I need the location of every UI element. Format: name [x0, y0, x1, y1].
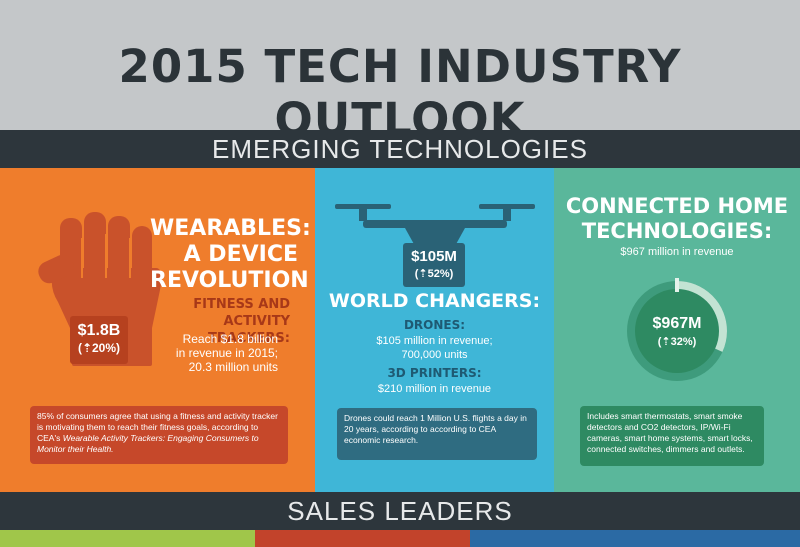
wearables-note-italic: Wearable Activity Trackers: Engaging Con…	[37, 433, 259, 454]
title-band: 2015 TECH INDUSTRY OUTLOOK	[0, 0, 800, 146]
connected-home-donut-label: $967M (⇡32%)	[612, 315, 742, 348]
drones-heading: DRONES:	[403, 318, 466, 332]
panel-connected-home: CONNECTED HOME TECHNOLOGIES: $967 millio…	[554, 168, 800, 492]
wearables-badge-change: (⇡20%)	[77, 341, 121, 355]
wearables-note-text: 85% of consumers agree that using a fitn…	[37, 411, 278, 443]
wearables-badge-value: $1.8B	[77, 322, 121, 339]
wearables-body-line1: Reach $1.8 billion	[182, 332, 278, 346]
page-title: 2015 TECH INDUSTRY OUTLOOK	[118, 40, 682, 146]
wearables-title: WEARABLES: A DEVICE REVOLUTION	[150, 216, 311, 294]
bottom-strip-blue	[470, 530, 800, 547]
connected-home-revenue: $967 million in revenue	[620, 246, 734, 258]
printers-line1: $210 million in revenue	[377, 383, 492, 395]
wearables-body-line3: 20.3 million units	[188, 360, 278, 374]
wearables-sub-line2: ACTIVITY TRACKERS:	[207, 314, 290, 346]
connected-home-title-line1: CONNECTED HOME	[565, 194, 789, 218]
wearables-note: 85% of consumers agree that using a fitn…	[30, 406, 288, 464]
panel-wearables: $1.8B (⇡20%) WEARABLES: A DEVICE REVOLUT…	[0, 168, 315, 492]
drones-line1: $105 million in revenue;	[376, 335, 493, 347]
connected-home-donut-change: (⇡32%)	[657, 336, 697, 348]
wearables-title-line2: A DEVICE	[183, 242, 298, 267]
panel-world-changers: $105M (⇡52%) WORLD CHANGERS: DRONES: $10…	[315, 168, 554, 492]
section-bar-emerging: EMERGING TECHNOLOGIES	[0, 130, 800, 168]
connected-home-title-line2: TECHNOLOGIES:	[581, 219, 773, 243]
section-label-emerging: EMERGING TECHNOLOGIES	[212, 134, 588, 164]
wearables-revenue-badge: $1.8B (⇡20%)	[70, 316, 128, 364]
wearables-sub-line1: FITNESS AND	[193, 297, 290, 312]
wearables-body: Reach $1.8 billion in revenue in 2015; 2…	[150, 332, 278, 374]
wearables-subheading: FITNESS AND ACTIVITY TRACKERS:	[150, 296, 290, 347]
connected-home-note: Includes smart thermostats, smart smoke …	[580, 406, 764, 466]
drones-badge-change: (⇡52%)	[414, 268, 454, 280]
wearables-body-line2: in revenue in 2015;	[175, 346, 278, 360]
drones-badge-value: $105M	[411, 248, 457, 265]
wearables-title-line1: WEARABLES:	[150, 216, 311, 241]
printers-heading: 3D PRINTERS:	[387, 366, 482, 380]
growth-donut-icon	[627, 278, 727, 381]
section-bar-sales: SALES LEADERS	[0, 492, 800, 530]
drones-line2: 700,000 units	[401, 349, 468, 361]
drone-icon	[335, 204, 535, 264]
section-label-sales: SALES LEADERS	[287, 496, 513, 526]
bottom-strip-green	[0, 530, 255, 547]
bottom-strip-red	[255, 530, 470, 547]
wearables-title-line3: REVOLUTION	[150, 268, 309, 293]
connected-home-title: CONNECTED HOME TECHNOLOGIES:	[554, 194, 800, 244]
connected-home-donut-value: $967M	[652, 315, 702, 332]
world-changers-title: WORLD CHANGERS:	[328, 290, 541, 312]
drones-revenue-badge: $105M (⇡52%)	[403, 243, 465, 287]
world-changers-note: Drones could reach 1 Million U.S. flight…	[337, 408, 537, 460]
